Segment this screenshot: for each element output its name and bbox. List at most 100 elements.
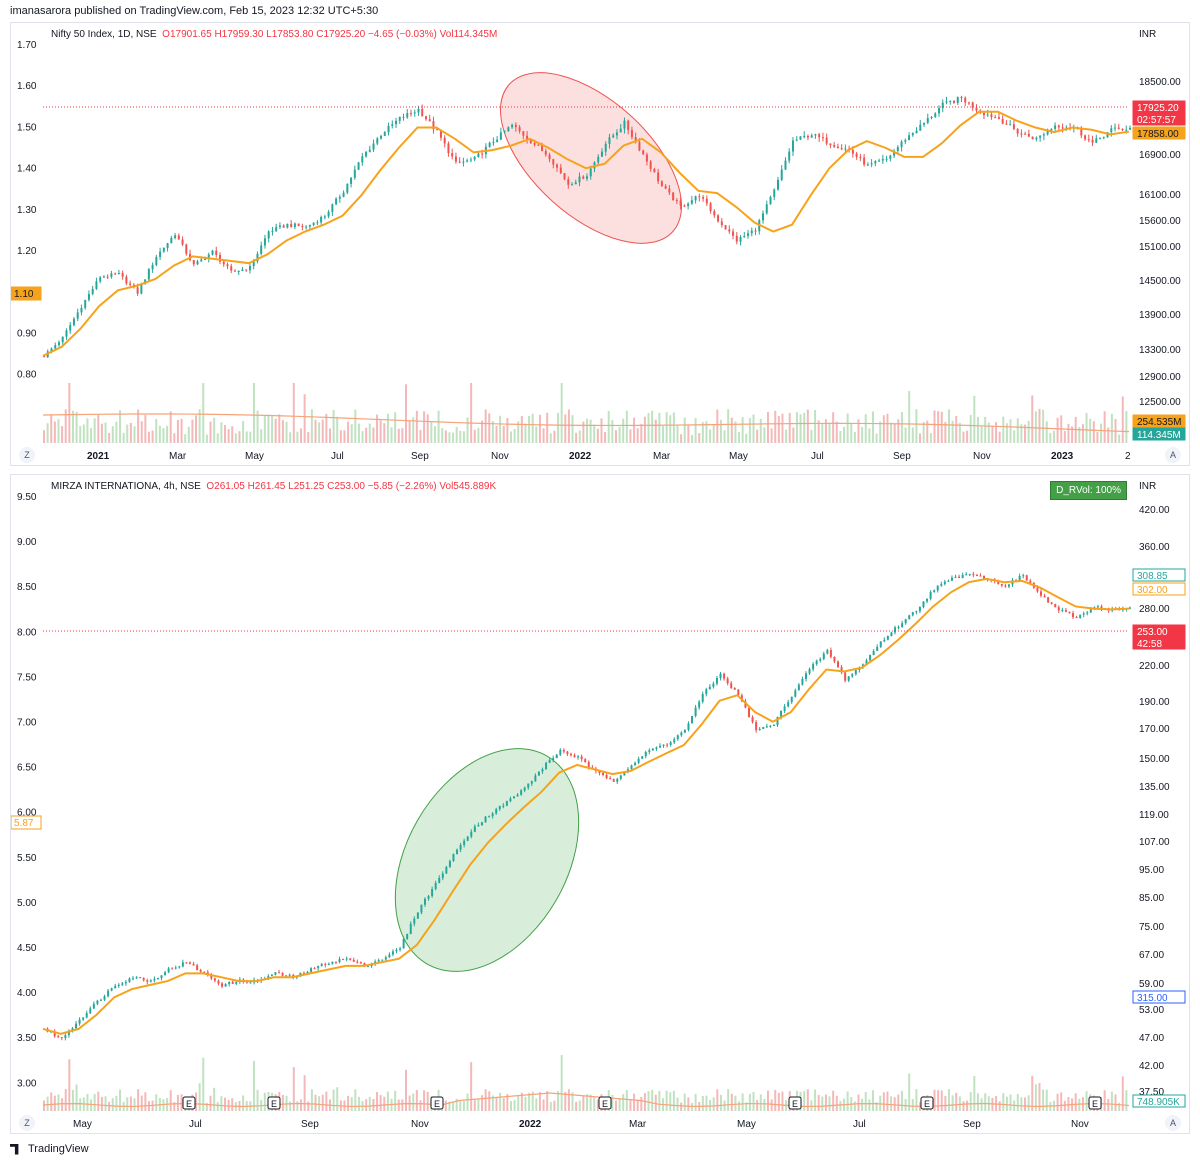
candle-body bbox=[705, 689, 708, 694]
candle-body bbox=[1082, 613, 1085, 615]
volume-bar bbox=[911, 427, 914, 443]
candle-body bbox=[439, 130, 442, 138]
candle-body bbox=[534, 775, 537, 782]
candle-body bbox=[350, 177, 353, 184]
candle-body bbox=[1007, 584, 1010, 587]
candle-body bbox=[1000, 584, 1003, 586]
x-axis-tick: 2022 bbox=[569, 451, 592, 462]
candle-body bbox=[114, 273, 117, 275]
candle-body bbox=[213, 978, 216, 981]
volume-bar bbox=[104, 1096, 107, 1111]
volume-bar bbox=[940, 1090, 943, 1111]
candle-body bbox=[772, 725, 775, 727]
candle-body bbox=[481, 153, 484, 155]
volume-bar bbox=[43, 430, 45, 443]
volume-bar bbox=[676, 1097, 679, 1111]
right-axis-tick: 59.00 bbox=[1139, 979, 1164, 990]
chart-pane-mirza[interactable]: MIRZA INTERNATIONA, 4h, NSE O261.05 H261… bbox=[10, 474, 1190, 1134]
candle-body bbox=[516, 794, 519, 797]
volume-bar bbox=[900, 1090, 903, 1111]
volume-bar bbox=[564, 414, 567, 443]
volume-bar bbox=[861, 1098, 864, 1111]
candle-body bbox=[302, 972, 305, 974]
candle-body bbox=[758, 728, 761, 731]
volume-bar bbox=[839, 430, 842, 443]
volume-bar bbox=[426, 414, 429, 443]
volume-bar bbox=[401, 428, 404, 443]
left-axis-tick: 1.40 bbox=[17, 164, 37, 175]
candle-body bbox=[522, 131, 525, 136]
last-price-label: 253.00 bbox=[1137, 627, 1168, 638]
volume-bar bbox=[202, 1057, 205, 1111]
candle-body bbox=[555, 754, 558, 759]
volume-bar bbox=[770, 428, 773, 443]
volume-bar bbox=[93, 418, 96, 443]
volume-bar bbox=[386, 413, 389, 443]
candle-body bbox=[997, 580, 1000, 585]
candle-body bbox=[293, 223, 296, 227]
mirza-plot[interactable]: 9.50 9.00 8.50 8.00 7.50 7.00 6.50 6.00 5.50 5.00… bbox=[11, 475, 1189, 1133]
volume-bar bbox=[662, 426, 665, 443]
volume-bar bbox=[50, 415, 53, 443]
nifty-plot[interactable]: 1.701.601.501.401.301.201.000.900.801.10… bbox=[11, 23, 1189, 465]
candle-body bbox=[855, 153, 858, 157]
high-value: H261.45 bbox=[247, 481, 286, 492]
volume-bar bbox=[835, 421, 838, 443]
candle-body bbox=[933, 590, 936, 593]
auto-scale-button[interactable]: A bbox=[1165, 1115, 1181, 1131]
candle-body bbox=[456, 849, 459, 855]
candle-body bbox=[1029, 580, 1032, 583]
candle-body bbox=[728, 229, 731, 232]
chart-pane-nifty[interactable]: Nifty 50 Index, 1D, NSE O17901.65 H17959… bbox=[10, 22, 1190, 466]
candle-body bbox=[436, 129, 439, 131]
candle-body bbox=[938, 108, 941, 114]
candle-body bbox=[979, 575, 982, 577]
zoom-button[interactable]: Z bbox=[19, 1115, 35, 1131]
candle-body bbox=[541, 145, 544, 152]
candle-body bbox=[694, 196, 697, 201]
zoom-button[interactable]: Z bbox=[19, 447, 35, 463]
candle-body bbox=[395, 120, 398, 125]
candle-body bbox=[203, 971, 206, 973]
right-axis-tick: 67.00 bbox=[1139, 950, 1164, 961]
volume-bar bbox=[618, 426, 621, 443]
candle-body bbox=[751, 717, 754, 723]
volume-bar bbox=[1089, 418, 1092, 443]
volume-value: Vol545.889K bbox=[439, 481, 497, 492]
volume-bar bbox=[332, 409, 335, 443]
volume-bar bbox=[690, 434, 693, 443]
candle-body bbox=[829, 143, 832, 146]
candle-body bbox=[808, 669, 811, 674]
candle-body bbox=[637, 758, 640, 763]
volume-bar bbox=[875, 1102, 878, 1111]
right-axis-tick: 280.00 bbox=[1139, 604, 1170, 615]
volume-bar bbox=[926, 420, 929, 443]
candle-body bbox=[947, 580, 950, 582]
auto-scale-button[interactable]: A bbox=[1165, 447, 1181, 463]
candle-body bbox=[616, 778, 619, 782]
volume-bar bbox=[651, 410, 654, 443]
candle-body bbox=[743, 236, 746, 238]
volume-bar bbox=[354, 409, 357, 443]
volume-bar bbox=[1005, 423, 1008, 443]
volume-value: Vol114.345M bbox=[439, 29, 498, 40]
volume-bar bbox=[513, 428, 516, 443]
rvol-indicator-badge[interactable]: D_RVol: 100% bbox=[1050, 481, 1127, 500]
candle-body bbox=[915, 130, 918, 133]
candle-body bbox=[338, 959, 341, 963]
candle-body bbox=[270, 974, 273, 977]
volume-bar bbox=[846, 1091, 849, 1111]
volume-bar bbox=[520, 1092, 523, 1111]
candle-body bbox=[859, 156, 862, 158]
volume-bar bbox=[115, 1095, 118, 1111]
candle-body bbox=[231, 981, 234, 984]
volume-bar bbox=[158, 425, 161, 443]
x-axis-tick: Nov bbox=[1071, 1119, 1089, 1130]
candle-body bbox=[878, 160, 881, 162]
volume-bar bbox=[462, 431, 465, 443]
low-value: L251.25 bbox=[288, 481, 325, 492]
candle-body bbox=[732, 231, 735, 236]
volume-bar bbox=[694, 1093, 697, 1111]
volume-bar bbox=[426, 1091, 429, 1111]
right-axis-tick: 13900.00 bbox=[1139, 310, 1181, 321]
